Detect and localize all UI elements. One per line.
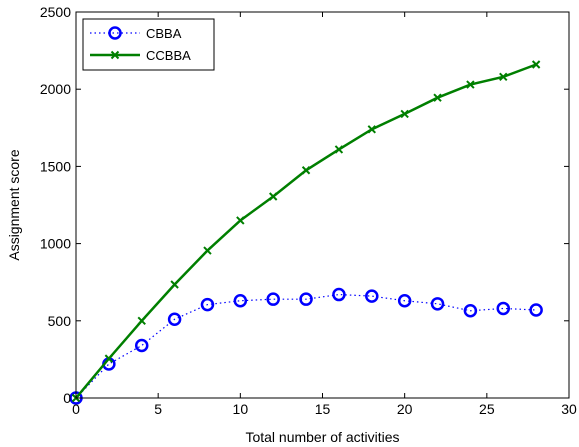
- data-point: [496, 301, 511, 316]
- data-point: [233, 293, 248, 308]
- y-tick-label: 0: [63, 390, 71, 406]
- data-point: [365, 289, 379, 303]
- x-tick-label: 15: [315, 401, 331, 417]
- series-line: [75, 293, 537, 399]
- data-point: [397, 293, 412, 308]
- series-line: [75, 63, 537, 399]
- x-tick-label: 30: [561, 401, 577, 417]
- y-tick-label: 1500: [40, 158, 71, 174]
- ticks-layer: 0 5 10 15 20 25 30 0 500 1000 1500 2000 2500: [40, 4, 577, 417]
- data-point: [299, 292, 313, 306]
- x-tick-label: 20: [397, 401, 413, 417]
- data-point: [400, 109, 409, 119]
- data-point: [104, 354, 114, 363]
- data-point: [236, 216, 245, 225]
- data-point: [170, 280, 179, 289]
- data-point: [268, 192, 278, 201]
- data-point: [334, 145, 344, 154]
- data-point: [137, 316, 146, 326]
- legend: CBBA CCBBA: [82, 18, 215, 71]
- x-tick-label: 0: [72, 401, 80, 417]
- legend-label: CBBA: [146, 26, 182, 41]
- legend-marker: [110, 50, 120, 60]
- legend-marker: [108, 26, 122, 40]
- data-point: [332, 287, 346, 302]
- data-point: [529, 303, 543, 317]
- data-point: [134, 338, 149, 353]
- legend-entry-cbba: CBBA: [90, 26, 182, 41]
- data-point: [499, 72, 508, 82]
- data-point: [200, 297, 215, 312]
- data-point: [266, 292, 280, 306]
- y-tick-label: 2000: [40, 81, 71, 97]
- series-layer: [69, 60, 543, 405]
- series-ccbba: [71, 60, 541, 403]
- y-axis-label: Assignment score: [6, 149, 22, 260]
- data-point: [367, 125, 377, 134]
- data-point: [430, 297, 445, 311]
- series-cbba: [69, 287, 543, 405]
- data-point: [466, 80, 475, 89]
- x-axis-label: Total number of activities: [245, 429, 399, 445]
- data-point: [531, 60, 541, 69]
- data-point: [301, 166, 311, 175]
- y-tick-label: 500: [48, 313, 72, 329]
- legend-entries: CBBA CCBBA: [90, 26, 191, 63]
- x-tick-label: 10: [233, 401, 249, 417]
- x-tick-label: 25: [479, 401, 495, 417]
- legend-entry-ccbba: CCBBA: [90, 48, 191, 63]
- data-point: [433, 93, 442, 102]
- x-tick-label: 5: [154, 401, 162, 417]
- y-tick-label: 1000: [40, 236, 71, 252]
- y-tick-label: 2500: [40, 4, 71, 20]
- legend-label: CCBBA: [146, 48, 191, 63]
- data-point: [203, 246, 212, 255]
- legend-box: [82, 18, 215, 71]
- data-point: [463, 304, 478, 318]
- data-point: [167, 312, 182, 327]
